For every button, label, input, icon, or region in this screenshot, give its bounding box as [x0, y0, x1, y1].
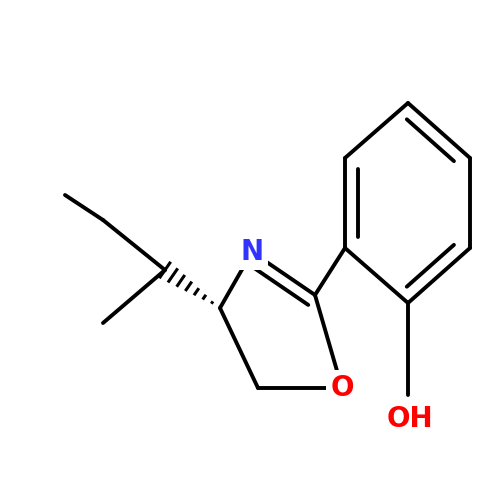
Text: OH: OH: [386, 405, 434, 433]
Text: O: O: [330, 374, 354, 402]
Text: N: N: [240, 238, 264, 266]
